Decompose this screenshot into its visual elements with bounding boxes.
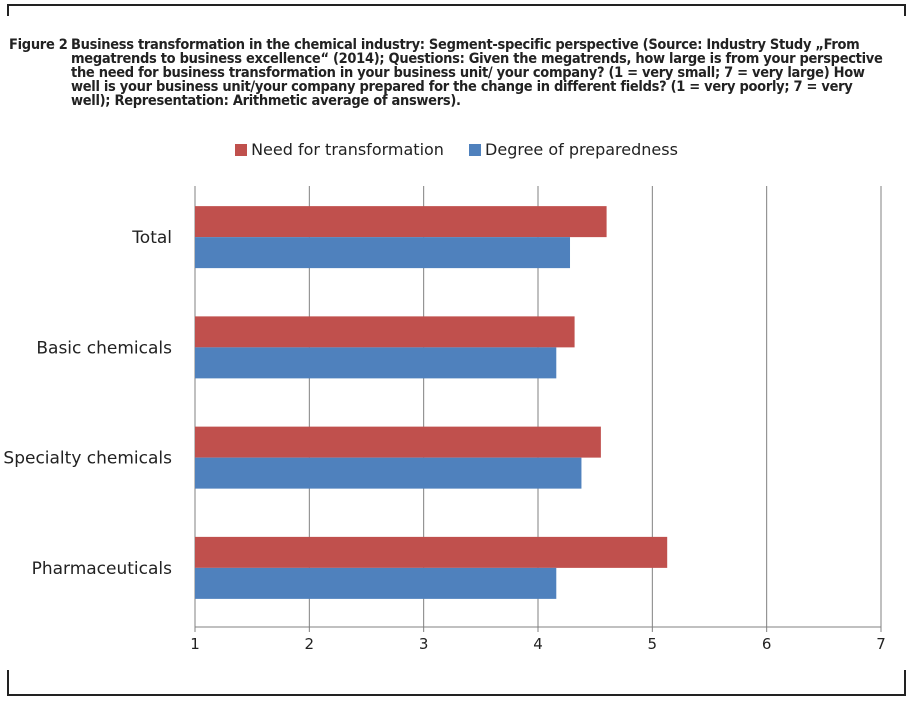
frame-bottom — [7, 670, 906, 696]
legend-swatch-need — [235, 143, 248, 156]
legend-label-need: Need for transformation — [251, 140, 444, 159]
bar-need — [195, 426, 601, 458]
category-label: Pharmaceuticals — [32, 559, 173, 579]
bar-prepared — [195, 347, 557, 379]
bar-need — [195, 206, 607, 238]
category-label: Specialty chemicals — [3, 449, 172, 469]
x-tick-label: 3 — [419, 635, 429, 653]
bar-prepared — [195, 567, 557, 599]
bar-need — [195, 536, 668, 568]
figure-caption-text: Business transformation in the chemical … — [71, 37, 883, 109]
legend-item-prepared: Degree of preparedness — [469, 140, 678, 159]
x-tick-label: 2 — [305, 635, 315, 653]
x-tick-label: 4 — [533, 635, 543, 653]
category-label: Total — [131, 228, 172, 248]
category-labels: Total Basic chemicals Specialty chemicals P… — [3, 228, 172, 579]
category-label: Basic chemicals — [36, 338, 172, 358]
x-tick-label: 1 — [190, 635, 200, 653]
x-tick-labels: 1 2 3 4 5 6 7 — [190, 635, 886, 653]
chart-legend: Need for transformation Degree of prepar… — [0, 140, 913, 160]
legend-swatch-prepared — [469, 143, 482, 156]
bar-prepared — [195, 457, 582, 489]
x-tick-label: 5 — [648, 635, 658, 653]
bars — [195, 206, 668, 599]
bar-prepared — [195, 237, 571, 269]
x-tick-label: 7 — [876, 635, 886, 653]
legend-item-need: Need for transformation — [235, 140, 444, 159]
frame-top — [7, 4, 906, 16]
figure-label: Figure 2 — [9, 37, 68, 53]
legend-label-prepared: Degree of preparedness — [485, 140, 678, 159]
figure-caption: Figure 2 Business transformation in the … — [9, 37, 889, 109]
bar-need — [195, 316, 575, 348]
x-tick-label: 6 — [762, 635, 772, 653]
